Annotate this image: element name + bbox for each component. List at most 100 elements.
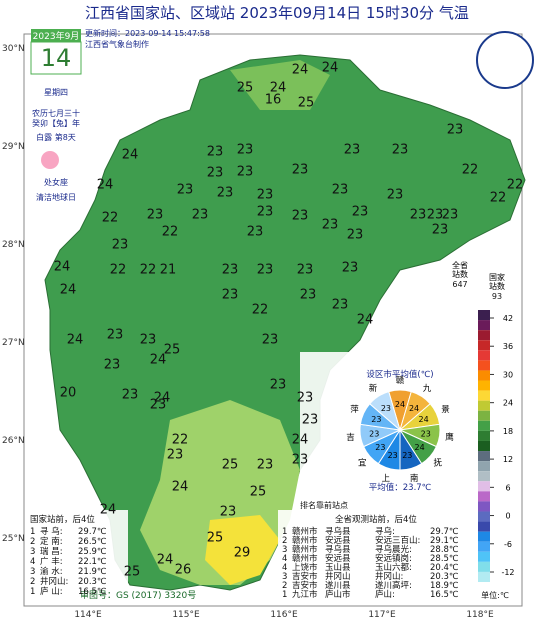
pie-sector bbox=[369, 390, 401, 432]
right-table-cell: 玉山六都: bbox=[375, 562, 412, 573]
temperature-label: 22 bbox=[102, 211, 119, 226]
left-table-cell: 22.1℃ bbox=[78, 557, 107, 567]
temperature-label: 23 bbox=[107, 328, 124, 343]
pie-region: 鹰 bbox=[445, 432, 454, 443]
right-table-cell: 16.5℃ bbox=[430, 590, 459, 600]
temperature-label: 23 bbox=[322, 218, 339, 233]
left-table-title: 国家站前，后4位 bbox=[30, 514, 95, 525]
right-table-cell: 九江市 bbox=[292, 589, 318, 600]
right-table-cell: 28.8℃ bbox=[430, 545, 459, 555]
left-table-cell: 定 南: bbox=[40, 536, 63, 547]
left-table-cell: 25.9℃ bbox=[78, 547, 107, 557]
right-table-cell: 1 bbox=[282, 590, 287, 600]
left-table-cell: 瑞 昌: bbox=[40, 546, 63, 557]
legend-swatch bbox=[478, 320, 490, 331]
temperature-label: 23 bbox=[442, 208, 459, 223]
temperature-label: 23 bbox=[237, 143, 254, 158]
legend-tick-label: -12 bbox=[501, 568, 514, 577]
legend-swatch bbox=[478, 511, 490, 522]
pie-value: 23 bbox=[371, 415, 381, 424]
legend-head: 国家 bbox=[489, 272, 505, 282]
temperature-label: 23 bbox=[297, 391, 314, 406]
legend-all-count: 647 bbox=[452, 280, 467, 289]
temperature-label: 24 bbox=[100, 503, 117, 518]
temperature-label: 25 bbox=[250, 485, 267, 500]
legend-swatch bbox=[478, 501, 490, 512]
legend-swatch bbox=[478, 561, 490, 572]
left-table-cell: 寻 乌: bbox=[40, 526, 63, 537]
temperature-label: 16 bbox=[265, 93, 282, 108]
pie-value: 23 bbox=[388, 451, 398, 460]
temperature-label: 23 bbox=[410, 208, 427, 223]
temperature-label: 24 bbox=[122, 148, 139, 163]
calendar-month: 2023年9月 bbox=[33, 30, 80, 42]
right-table-cell: 29.7℃ bbox=[430, 527, 459, 537]
temperature-label: 22 bbox=[110, 263, 127, 278]
left-table-cell: 井冈山: bbox=[40, 576, 68, 587]
lat-label: 26°N bbox=[2, 436, 25, 446]
right-table-cell: 4 bbox=[282, 554, 287, 564]
right-table-cell: 寻乌县 bbox=[325, 526, 351, 537]
hot-zone bbox=[205, 515, 280, 585]
legend-swatch bbox=[478, 521, 490, 532]
left-table-cell: 渝 水: bbox=[40, 566, 63, 577]
pie-average: 平均值：23.7℃ bbox=[369, 482, 432, 493]
temperature-label: 23 bbox=[217, 186, 234, 201]
right-table-cell: 安远镇岗: bbox=[375, 553, 412, 564]
temperature-label: 23 bbox=[104, 358, 121, 373]
zodiac: 处女座 bbox=[44, 177, 68, 187]
left-table-cell: 16.5℃ bbox=[78, 587, 107, 597]
pie-region: 上 bbox=[382, 474, 391, 484]
calendar-header bbox=[31, 29, 81, 42]
temperature-label: 23 bbox=[447, 123, 464, 138]
temperature-label: 25 bbox=[124, 565, 141, 580]
pie-title: 设区市平均值(℃) bbox=[366, 369, 433, 380]
pie-value: 24 bbox=[419, 415, 429, 424]
lunar-year: 癸卯【兔】年 bbox=[32, 118, 80, 128]
pie-region: 抚 bbox=[434, 458, 443, 469]
temperature-label: 23 bbox=[292, 163, 309, 178]
pie-value: 23 bbox=[369, 430, 379, 439]
left-table-panel bbox=[26, 510, 128, 602]
legend-tick-label: 12 bbox=[503, 455, 513, 464]
temperature-label: 23 bbox=[270, 378, 287, 393]
lon-label: 114°E bbox=[74, 610, 102, 620]
calendar-day: 14 bbox=[41, 44, 72, 72]
legend-swatch bbox=[478, 571, 490, 582]
temperature-label: 23 bbox=[140, 333, 157, 348]
right-table-cell: 赣州市 bbox=[292, 544, 318, 555]
temperature-label: 25 bbox=[164, 343, 181, 358]
legend-tick-label: 24 bbox=[503, 399, 513, 408]
left-table-cell: 1 bbox=[30, 587, 35, 597]
pie-value: 23 bbox=[375, 443, 385, 452]
pie-region: 九 bbox=[423, 384, 432, 394]
temperature-label: 23 bbox=[347, 228, 364, 243]
right-table-cell: 安远县 bbox=[325, 535, 351, 546]
map-frame bbox=[23, 33, 523, 607]
temperature-label: 22 bbox=[172, 433, 189, 448]
left-table-cell: 2 bbox=[30, 577, 35, 587]
lat-label: 25°N bbox=[2, 534, 25, 544]
legend-tick-label: 6 bbox=[505, 483, 510, 492]
legend-swatch bbox=[478, 340, 490, 351]
right-table-cell: 赣州市 bbox=[292, 526, 318, 537]
legend-tick-label: -6 bbox=[504, 540, 512, 549]
right-table-cell: 井冈山: bbox=[375, 571, 403, 582]
legend-unit: 单位:℃ bbox=[481, 590, 509, 600]
temperature-label: 23 bbox=[332, 183, 349, 198]
temperature-label: 23 bbox=[427, 208, 444, 223]
temperature-label: 23 bbox=[207, 166, 224, 181]
temperature-label: 23 bbox=[177, 183, 194, 198]
left-table-cell: 4 bbox=[30, 557, 35, 567]
temperature-label: 23 bbox=[292, 209, 309, 224]
festival: 清洁地球日 bbox=[36, 192, 76, 202]
right-table-cell: 寻乌晨光: bbox=[375, 544, 412, 555]
temperature-label: 24 bbox=[67, 333, 84, 348]
legend-swatch bbox=[478, 400, 490, 411]
legend-swatch bbox=[478, 451, 490, 462]
legend-tick-label: 18 bbox=[503, 427, 513, 436]
pie-region: 新 bbox=[369, 383, 378, 394]
temperature-label: 22 bbox=[490, 191, 507, 206]
temperature-label: 25 bbox=[222, 458, 239, 473]
temperature-label: 23 bbox=[207, 145, 224, 160]
